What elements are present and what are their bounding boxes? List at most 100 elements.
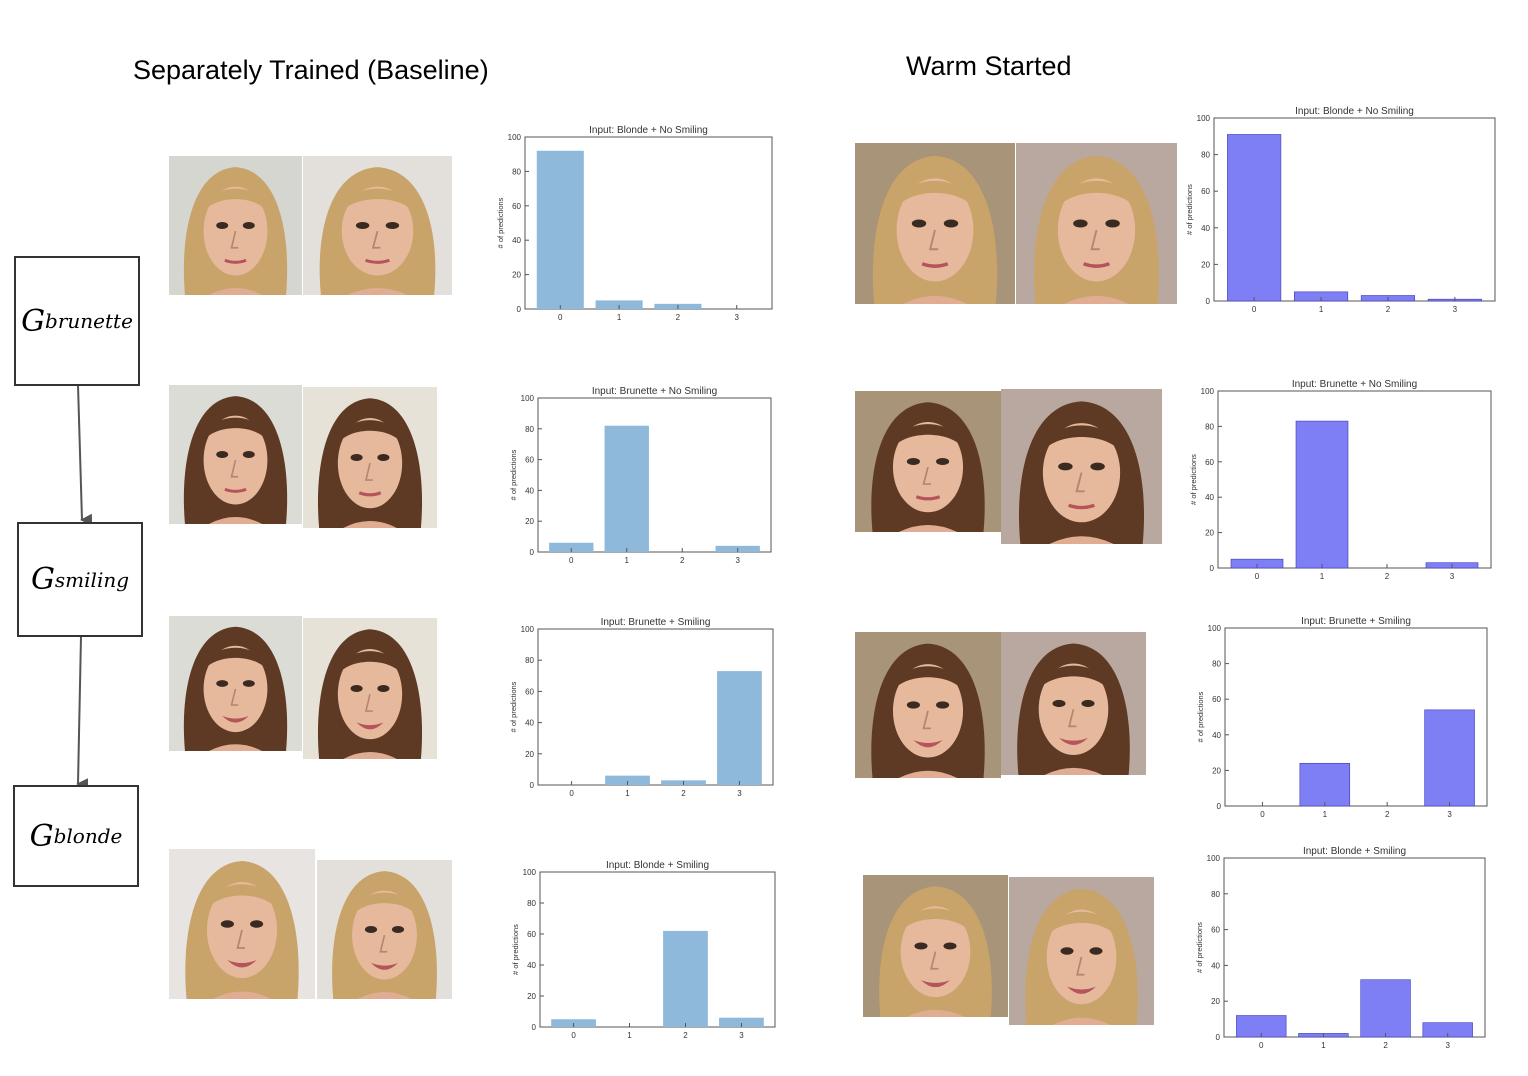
y-tick-label: 20: [512, 271, 521, 280]
face-image: [855, 391, 1001, 532]
x-tick-label: 3: [1445, 1041, 1450, 1050]
face-image: [1016, 143, 1177, 304]
chart-title: Input: Brunette + No Smiling: [1292, 379, 1417, 390]
face-image: [169, 385, 302, 524]
chart-title: Input: Blonde + Smiling: [606, 860, 709, 871]
x-tick-label: 1: [1320, 572, 1325, 581]
y-tick-label: 40: [1212, 731, 1221, 740]
chart-title: Input: Brunette + No Smiling: [592, 386, 717, 397]
x-tick-label: 1: [1323, 810, 1328, 819]
x-tick-label: 0: [1260, 810, 1265, 819]
x-tick-label: 0: [1255, 572, 1260, 581]
face-image: [1001, 389, 1162, 544]
y-tick-label: 80: [527, 899, 536, 908]
plot-frame: [1223, 857, 1486, 1038]
x-tick-label: 3: [1453, 305, 1458, 314]
y-tick-label: 40: [527, 961, 536, 970]
y-tick-label: 60: [1205, 458, 1214, 467]
x-tick-label: 2: [1383, 1041, 1388, 1050]
y-tick-label: 100: [1201, 387, 1215, 396]
y-tick-label: 0: [1216, 1033, 1221, 1042]
bar: [605, 775, 650, 785]
x-tick-label: 0: [569, 556, 574, 565]
y-tick-label: 0: [532, 1023, 537, 1032]
y-axis-label: # of predictions: [509, 681, 518, 732]
y-axis-label: # of predictions: [511, 924, 520, 975]
x-tick-label: 3: [1447, 810, 1452, 819]
x-tick-label: 2: [1386, 305, 1391, 314]
y-tick-label: 60: [527, 930, 536, 939]
bar: [549, 542, 594, 552]
y-tick-label: 60: [1212, 695, 1221, 704]
y-tick-label: 60: [1201, 187, 1210, 196]
x-tick-label: 0: [558, 313, 563, 322]
bar: [1295, 420, 1349, 569]
y-tick-label: 20: [525, 517, 534, 526]
chart-title: Input: Brunette + Smiling: [1301, 616, 1411, 627]
y-tick-label: 0: [1206, 297, 1211, 306]
y-tick-label: 80: [1212, 660, 1221, 669]
arrow-smiling-to-blonde: [76, 635, 89, 791]
x-tick-label: 3: [739, 1031, 744, 1040]
y-tick-label: 80: [1211, 890, 1220, 899]
y-tick-label: 0: [517, 305, 522, 314]
y-axis-label: # of predictions: [1185, 184, 1194, 235]
generator-smiling-label: G: [30, 562, 55, 597]
plot-frame: [1217, 390, 1492, 569]
bar-chart-baseline-1: Input: Brunette + No Smiling020406080100…: [509, 386, 772, 565]
bar: [717, 671, 762, 785]
y-axis-label: # of predictions: [1196, 691, 1205, 742]
y-tick-label: 0: [1217, 802, 1222, 811]
face-image: [303, 156, 452, 295]
bar: [1299, 762, 1351, 807]
x-tick-label: 3: [734, 313, 739, 322]
bar: [719, 1017, 764, 1027]
x-tick-label: 0: [569, 789, 574, 798]
chart-title: Input: Blonde + Smiling: [1303, 846, 1406, 857]
y-tick-label: 40: [1201, 224, 1210, 233]
x-tick-label: 2: [683, 1031, 688, 1040]
plot-frame: [539, 871, 776, 1028]
y-tick-label: 100: [1207, 854, 1221, 863]
y-tick-label: 20: [1205, 529, 1214, 538]
x-tick-label: 3: [737, 789, 742, 798]
x-tick-label: 1: [617, 313, 622, 322]
y-tick-label: 60: [525, 687, 534, 696]
y-tick-label: 20: [1201, 260, 1210, 269]
bar: [604, 425, 649, 552]
face-image: [169, 849, 315, 999]
chart-title: Input: Blonde + No Smiling: [1295, 106, 1414, 117]
warm-started-heading: Warm Started: [906, 51, 1072, 81]
face-image: [863, 875, 1008, 1017]
face-image: [169, 616, 302, 751]
y-tick-label: 100: [1197, 114, 1211, 123]
generator-brunette-label: G: [21, 303, 46, 339]
face-image: [317, 860, 452, 999]
y-tick-label: 20: [525, 750, 534, 759]
face-image: [1001, 632, 1146, 775]
x-tick-label: 2: [1385, 810, 1390, 819]
x-tick-label: 0: [1259, 1041, 1264, 1050]
y-tick-label: 80: [1205, 422, 1214, 431]
face-image: [855, 143, 1015, 304]
x-tick-label: 0: [571, 1031, 576, 1040]
y-tick-label: 0: [530, 781, 535, 790]
chart-title: Input: Blonde + No Smiling: [589, 125, 708, 136]
y-tick-label: 60: [1211, 926, 1220, 935]
x-tick-label: 1: [625, 556, 630, 565]
arrow-brunette-to-smiling: [77, 384, 93, 526]
x-tick-label: 3: [1450, 572, 1455, 581]
baseline-heading: Separately Trained (Baseline): [133, 55, 489, 85]
bar: [595, 300, 643, 309]
bar-chart-warm-5: Input: Brunette + No Smiling020406080100…: [1189, 379, 1492, 581]
bar: [663, 930, 708, 1027]
y-tick-label: 0: [1210, 564, 1215, 573]
x-tick-label: 3: [735, 556, 740, 565]
bar-chart-baseline-0: Input: Blonde + No Smiling020406080100# …: [496, 125, 773, 322]
bar: [1360, 979, 1411, 1038]
x-tick-label: 2: [681, 789, 686, 798]
